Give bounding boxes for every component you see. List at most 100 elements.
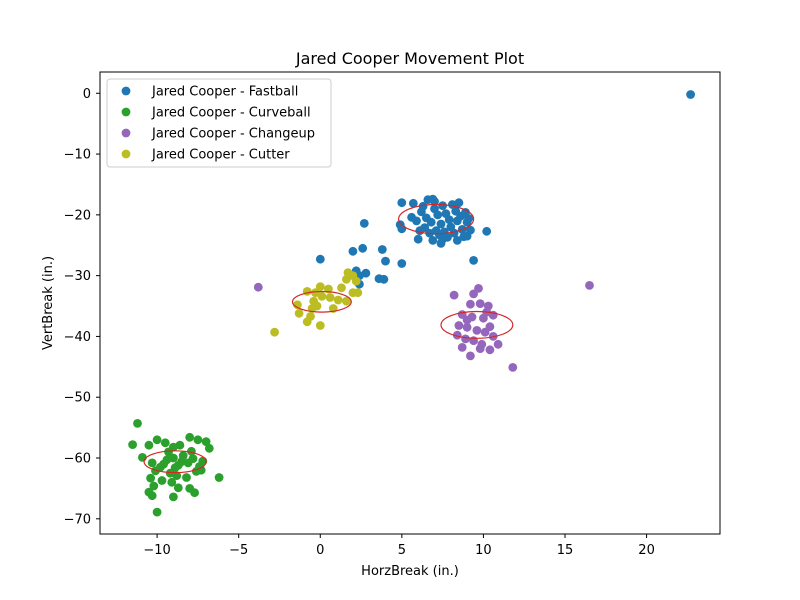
data-point [167, 477, 177, 487]
data-point [461, 334, 470, 344]
x-tick-label: 20 [638, 543, 655, 558]
data-point [493, 339, 503, 349]
data-point [169, 453, 178, 463]
data-point [149, 481, 159, 491]
data-point [164, 447, 173, 457]
data-point [377, 245, 387, 254]
y-tick-label: −30 [64, 269, 91, 284]
data-point [480, 327, 490, 337]
data-point [474, 284, 483, 293]
data-point [462, 315, 472, 325]
y-tick-label: −20 [64, 208, 91, 223]
data-point [426, 217, 436, 227]
data-point [152, 435, 162, 445]
confidence-ellipse-jared-cooper-curveball [143, 450, 207, 474]
legend-marker [121, 107, 131, 117]
data-point [147, 491, 157, 501]
data-point [452, 236, 462, 245]
data-point [144, 440, 154, 450]
data-point [315, 254, 325, 264]
data-point [361, 268, 371, 278]
confidence-ellipse-jared-cooper-fastball [398, 203, 475, 235]
data-point [353, 288, 363, 298]
data-point [381, 256, 390, 266]
legend: Jared Cooper - Fastball Jared Cooper - Cu… [106, 78, 332, 168]
x-tick-label: −5 [229, 543, 248, 558]
y-tick-label: −10 [64, 148, 91, 163]
legend-label: Jared Cooper - Fastball [151, 85, 298, 100]
data-point [358, 243, 368, 253]
data-point [397, 259, 407, 268]
data-point [294, 308, 304, 318]
legend-frame [106, 78, 332, 168]
data-point [315, 282, 325, 291]
data-point [485, 345, 495, 355]
y-tick-label: −50 [64, 391, 91, 406]
data-point [317, 291, 327, 301]
data-point [585, 281, 594, 290]
data-point [466, 299, 475, 309]
chart-title: Jared Cooper Movement Plot [295, 49, 524, 68]
data-point [214, 473, 224, 482]
y-tick-label: 0 [83, 87, 91, 102]
data-point [438, 234, 447, 244]
data-point [428, 236, 438, 245]
series-jared-cooper-changeup [253, 281, 594, 372]
data-point [508, 363, 518, 372]
data-point [379, 274, 389, 284]
data-point [193, 435, 203, 445]
data-point [151, 466, 160, 476]
data-point [325, 293, 335, 302]
x-tick-label: 15 [557, 543, 574, 558]
confidence-ellipse-jared-cooper-cutter [291, 290, 352, 313]
data-point [397, 198, 407, 208]
data-point [351, 276, 361, 286]
data-point [438, 201, 447, 211]
data-point [128, 440, 138, 449]
data-point [311, 288, 320, 298]
data-point [169, 492, 178, 502]
data-point [152, 507, 162, 517]
legend-label: Jared Cooper - Curveball [151, 106, 311, 121]
y-tick-label: −70 [64, 512, 91, 527]
y-axis-label: VertBreak (in.) [41, 256, 56, 350]
data-point [413, 234, 423, 244]
x-axis-label: HorzBreak (in.) [361, 564, 459, 579]
data-point [315, 321, 325, 330]
data-point [204, 443, 214, 453]
x-tick-label: 5 [398, 543, 406, 558]
data-point [454, 198, 464, 208]
axes-frame [99, 71, 721, 535]
data-point [472, 326, 482, 335]
data-point [293, 300, 302, 310]
legend-label: Jared Cooper - Changeup [151, 127, 315, 142]
data-point [133, 419, 142, 428]
series-jared-cooper-fastball [315, 90, 695, 289]
data-point [138, 453, 147, 462]
data-point [159, 459, 169, 469]
data-point [190, 488, 200, 498]
data-point [469, 256, 478, 265]
data-point [147, 458, 157, 468]
legend-marker [121, 86, 131, 96]
data-point [457, 343, 467, 352]
data-point [686, 90, 695, 99]
data-point [408, 198, 418, 208]
data-point [466, 351, 475, 361]
data-point [482, 226, 492, 236]
axes: −10 −5 0 5 10 15 200−10−20−30−40−50−60−70 [64, 71, 721, 558]
data-point [182, 473, 191, 482]
data-point [188, 454, 198, 463]
data-point [348, 246, 358, 256]
data-point [157, 476, 167, 485]
data-point [475, 344, 485, 353]
data-point [475, 299, 485, 308]
data-point [170, 463, 180, 473]
data-point [302, 287, 312, 296]
data-point [177, 457, 187, 467]
data-point [459, 232, 469, 242]
data-point [415, 226, 425, 236]
data-point [464, 214, 474, 223]
data-point [462, 322, 472, 332]
data-point [173, 483, 183, 493]
